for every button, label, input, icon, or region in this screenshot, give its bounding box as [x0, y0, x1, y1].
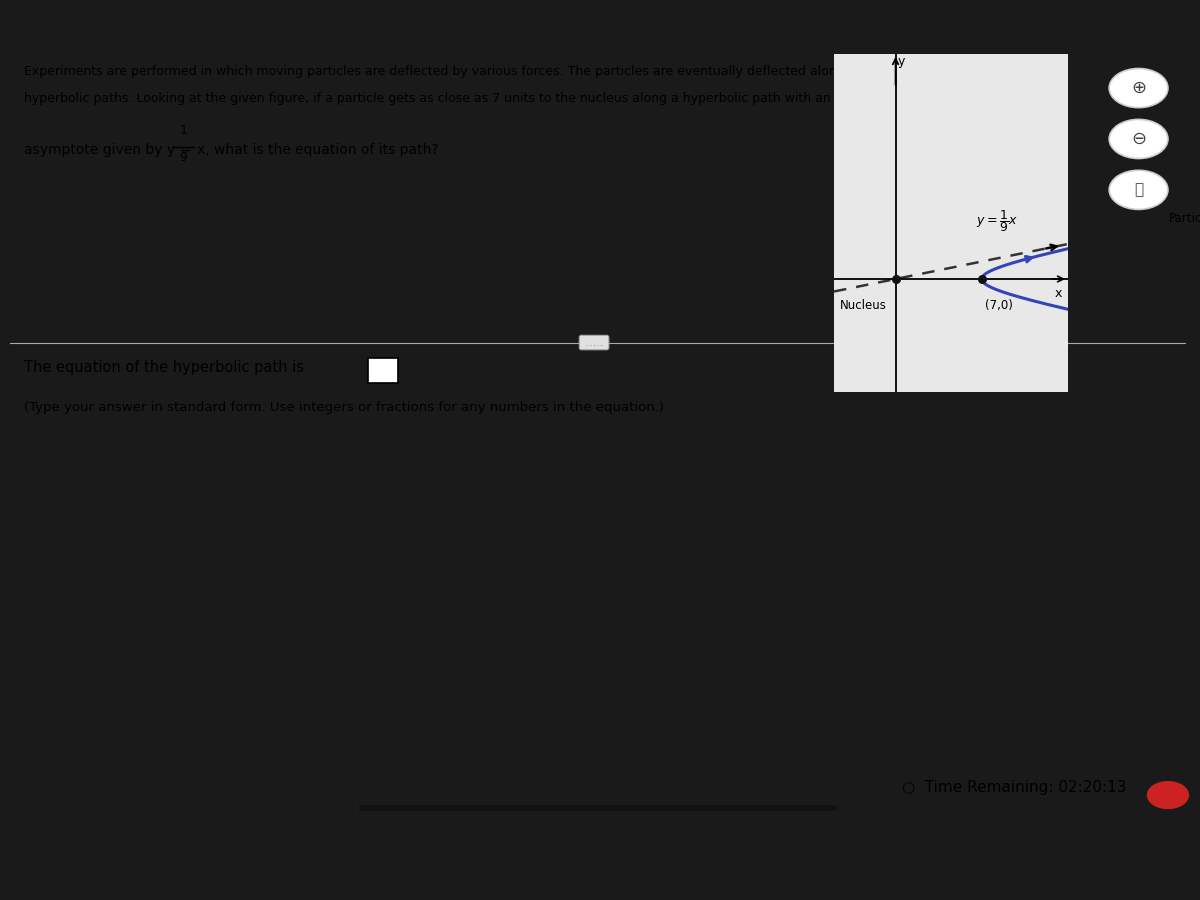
Text: ○: ○ [901, 780, 914, 795]
Text: asymptote given by y =: asymptote given by y = [24, 143, 196, 157]
Text: ⊕: ⊕ [1130, 79, 1146, 97]
Text: x, what is the equation of its path?: x, what is the equation of its path? [197, 143, 438, 157]
Bar [368, 358, 397, 383]
Circle shape [1109, 120, 1168, 158]
Circle shape [1109, 170, 1168, 210]
Text: (7,0): (7,0) [985, 299, 1013, 312]
Text: hyperbolic paths. Looking at the given figure, if a particle gets as close as 7 : hyperbolic paths. Looking at the given f… [24, 92, 830, 105]
Text: The equation of the hyperbolic path is: The equation of the hyperbolic path is [24, 360, 304, 374]
Text: Experiments are performed in which moving particles are deflected by various for: Experiments are performed in which movin… [24, 65, 845, 77]
Text: y: y [898, 55, 906, 68]
Text: .....: ..... [582, 338, 607, 347]
Circle shape [1147, 781, 1189, 809]
Text: x: x [1055, 287, 1062, 300]
Text: 9: 9 [180, 150, 187, 164]
Text: Time Remaining: 02:20:13: Time Remaining: 02:20:13 [916, 780, 1127, 795]
Text: ⤢: ⤢ [1134, 183, 1144, 197]
Text: Nucleus: Nucleus [840, 299, 887, 312]
Text: 1: 1 [180, 124, 187, 138]
Text: ⊖: ⊖ [1130, 130, 1146, 148]
Text: (Type your answer in standard form. Use integers or fractions for any numbers in: (Type your answer in standard form. Use … [24, 401, 664, 414]
Circle shape [1109, 68, 1168, 108]
Text: $y=\dfrac{1}{9}x$: $y=\dfrac{1}{9}x$ [976, 208, 1018, 234]
Text: Particle: Particle [1169, 212, 1200, 225]
